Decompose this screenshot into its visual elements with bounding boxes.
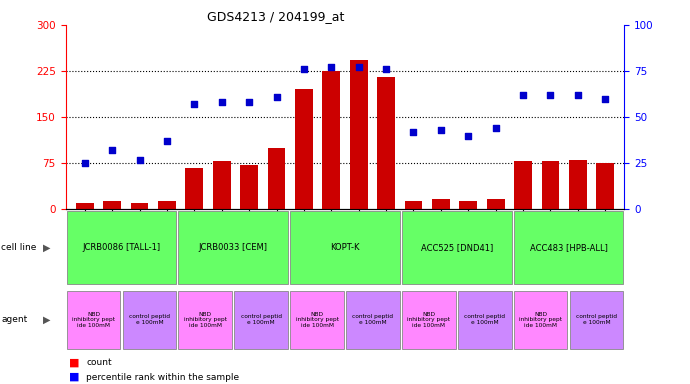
Text: NBD
inhibitory pept
ide 100mM: NBD inhibitory pept ide 100mM: [184, 311, 227, 328]
Text: ▶: ▶: [43, 243, 50, 253]
Point: [189, 101, 200, 107]
Text: cell line: cell line: [1, 243, 37, 252]
Point: [435, 127, 446, 133]
Point: [573, 92, 584, 98]
Bar: [67, 211, 176, 284]
Text: ACC483 [HPB-ALL]: ACC483 [HPB-ALL]: [530, 243, 607, 252]
Bar: [186, 167, 204, 209]
Bar: [130, 203, 148, 209]
Point: [107, 147, 118, 153]
Text: ACC525 [DND41]: ACC525 [DND41]: [421, 243, 493, 252]
Bar: [569, 160, 586, 209]
Bar: [486, 199, 504, 209]
Point: [271, 94, 282, 100]
Point: [298, 66, 309, 72]
Bar: [240, 165, 258, 209]
Bar: [179, 291, 232, 349]
Bar: [104, 201, 121, 209]
Bar: [268, 148, 286, 209]
Text: count: count: [86, 358, 112, 367]
Bar: [460, 201, 477, 209]
Text: control peptid
e 100mM: control peptid e 100mM: [576, 314, 617, 325]
Point: [600, 96, 611, 102]
Bar: [158, 201, 176, 209]
Bar: [123, 291, 176, 349]
Point: [408, 129, 419, 135]
Point: [463, 132, 474, 139]
Text: agent: agent: [1, 315, 28, 324]
Text: NBD
inhibitory pept
ide 100mM: NBD inhibitory pept ide 100mM: [295, 311, 339, 328]
Point: [161, 138, 172, 144]
Point: [134, 156, 145, 162]
Bar: [514, 291, 567, 349]
Bar: [404, 201, 422, 209]
Text: control peptid
e 100mM: control peptid e 100mM: [353, 314, 393, 325]
Bar: [295, 89, 313, 209]
Text: percentile rank within the sample: percentile rank within the sample: [86, 372, 239, 382]
Bar: [570, 291, 623, 349]
Point: [518, 92, 529, 98]
Text: control peptid
e 100mM: control peptid e 100mM: [241, 314, 282, 325]
Point: [244, 99, 255, 106]
Bar: [235, 291, 288, 349]
Bar: [596, 162, 614, 209]
Bar: [76, 203, 94, 209]
Point: [216, 99, 227, 106]
Point: [545, 92, 556, 98]
Point: [353, 64, 364, 70]
Text: KOPT-K: KOPT-K: [331, 243, 359, 252]
Text: control peptid
e 100mM: control peptid e 100mM: [464, 314, 505, 325]
Point: [490, 125, 501, 131]
Text: ■: ■: [69, 358, 79, 368]
Bar: [346, 291, 400, 349]
Bar: [67, 291, 120, 349]
Text: JCRB0033 [CEM]: JCRB0033 [CEM]: [199, 243, 268, 252]
Bar: [290, 291, 344, 349]
Bar: [432, 199, 450, 209]
Text: NBD
inhibitory pept
ide 100mM: NBD inhibitory pept ide 100mM: [407, 311, 451, 328]
Point: [326, 64, 337, 70]
Bar: [514, 211, 623, 284]
Bar: [350, 60, 368, 209]
Bar: [213, 161, 230, 209]
Bar: [377, 77, 395, 209]
Text: control peptid
e 100mM: control peptid e 100mM: [129, 314, 170, 325]
Bar: [514, 161, 532, 209]
Text: JCRB0086 [TALL-1]: JCRB0086 [TALL-1]: [82, 243, 161, 252]
Point: [79, 160, 90, 166]
Text: GDS4213 / 204199_at: GDS4213 / 204199_at: [207, 10, 345, 23]
Text: NBD
inhibitory pept
ide 100mM: NBD inhibitory pept ide 100mM: [519, 311, 562, 328]
Bar: [322, 71, 340, 209]
Bar: [542, 161, 560, 209]
Bar: [402, 211, 511, 284]
Text: NBD
inhibitory pept
ide 100mM: NBD inhibitory pept ide 100mM: [72, 311, 115, 328]
Point: [381, 66, 392, 72]
Bar: [290, 211, 400, 284]
Bar: [458, 291, 511, 349]
Text: ▶: ▶: [43, 315, 50, 325]
Bar: [402, 291, 455, 349]
Bar: [179, 211, 288, 284]
Text: ■: ■: [69, 372, 79, 382]
